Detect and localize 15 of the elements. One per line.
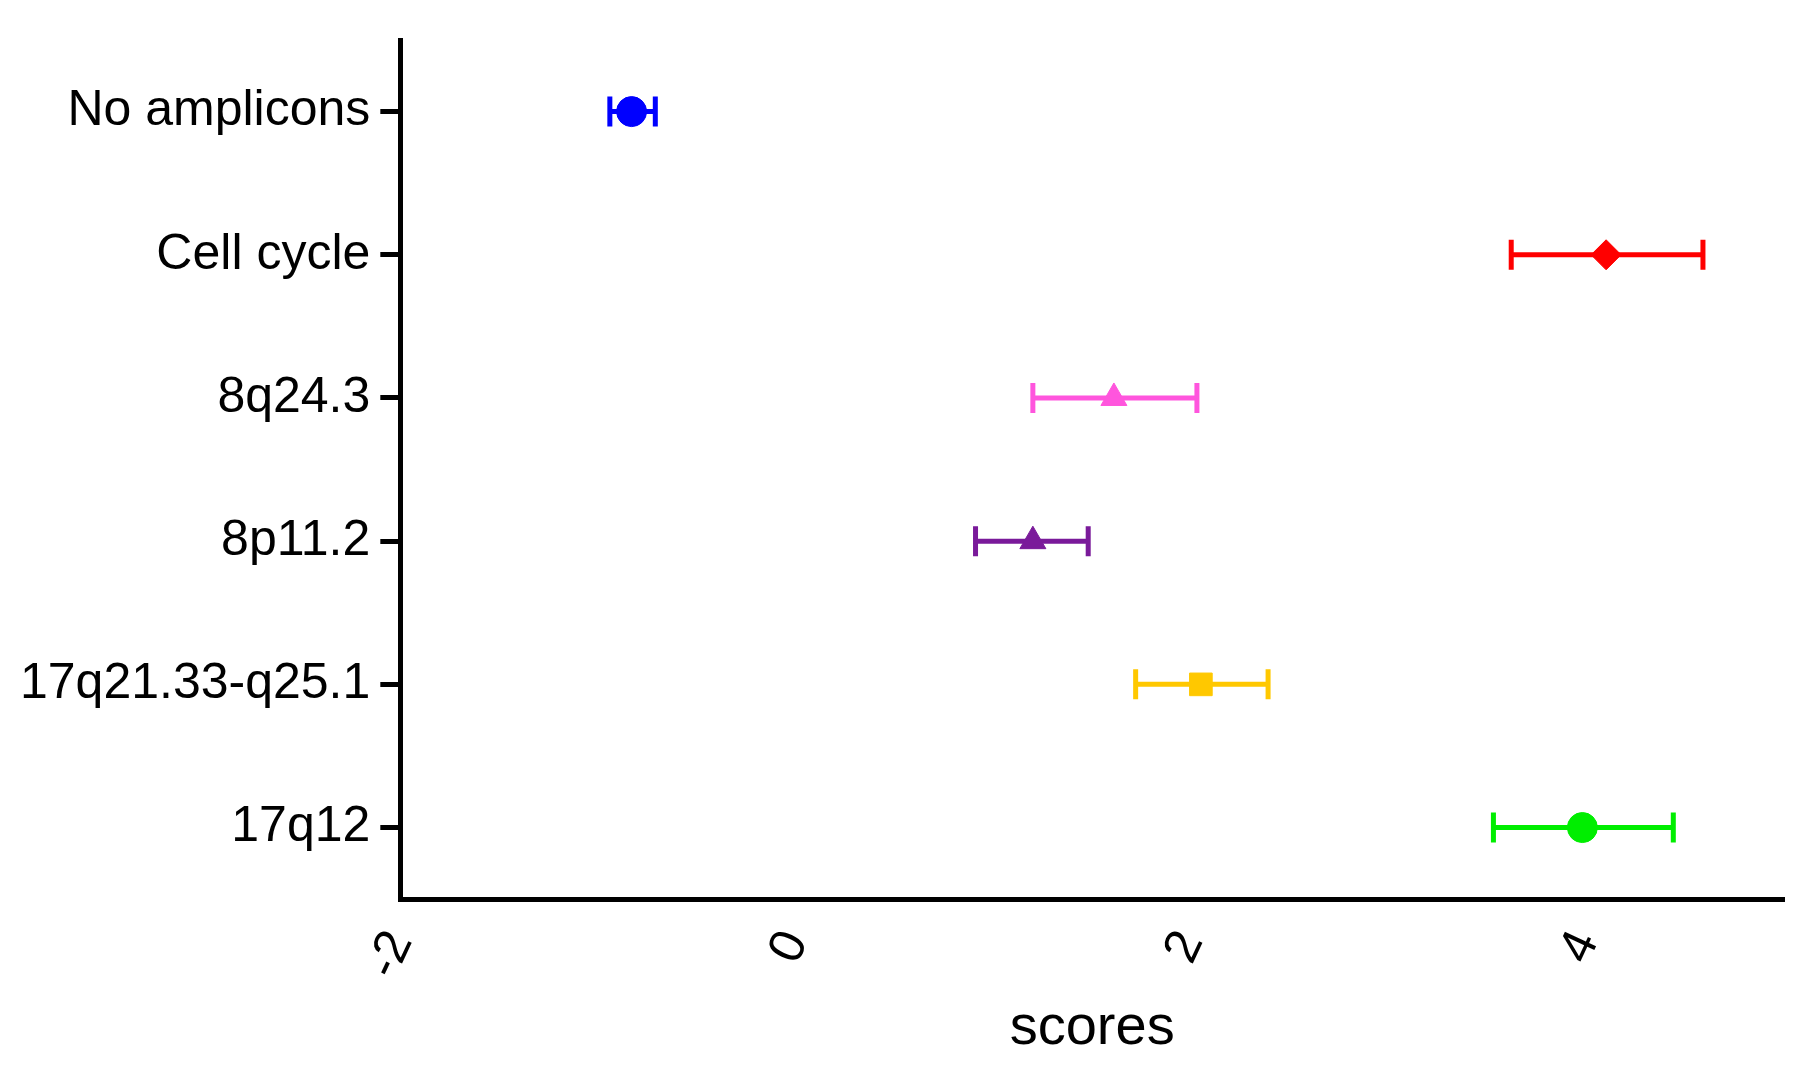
point: [616, 96, 648, 128]
point: [1189, 672, 1213, 697]
x-axis-title: scores: [1009, 992, 1175, 1056]
x-tick-label: 4: [1546, 921, 1609, 971]
x-tick-label: 0: [755, 921, 819, 971]
y-tick-label: No amplicons: [67, 80, 371, 137]
y-tick-label: 8p11.2: [221, 509, 371, 566]
y-tick-label: Cell cycle: [156, 223, 371, 280]
point: [1590, 239, 1622, 271]
y-tick-label: 17q12: [231, 796, 371, 853]
y-tick-label: 8q24.3: [217, 366, 371, 423]
point: [1566, 812, 1598, 844]
y-tick-label: 17q21.33-q25.1: [19, 653, 371, 710]
x-tick-label: 2: [1150, 921, 1214, 971]
x-tick-label: -2: [353, 921, 423, 986]
